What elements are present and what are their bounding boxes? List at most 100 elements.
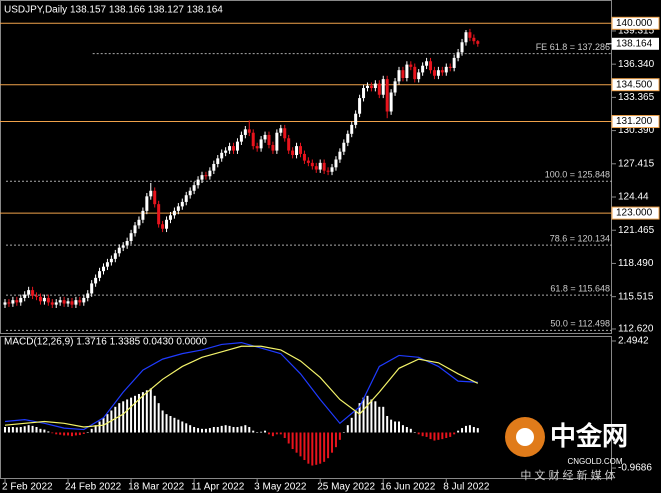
macd-bar <box>417 432 420 435</box>
macd-bar <box>382 406 385 433</box>
candle-body <box>121 245 125 248</box>
candle-body <box>271 144 275 151</box>
candle-body <box>145 196 149 211</box>
macd-bar <box>386 415 389 433</box>
candle-body <box>283 128 287 139</box>
macd-bar <box>472 426 475 433</box>
candle-body <box>196 179 200 186</box>
macd-bar <box>370 399 373 433</box>
candle-body <box>291 150 295 156</box>
brand: 中金网 <box>550 421 628 451</box>
candle-body <box>393 81 397 93</box>
candle-body <box>476 41 480 44</box>
macd-bar <box>244 425 247 433</box>
macd-bar <box>409 428 412 433</box>
candle-body <box>235 141 239 151</box>
macd-bar <box>15 427 18 433</box>
macd-bar <box>271 432 274 437</box>
macd-bar <box>4 426 6 433</box>
candle-body <box>224 150 228 153</box>
macd-bar <box>468 425 471 433</box>
macd-bar <box>319 432 322 464</box>
fibo-label: 50.0 = 112.498 <box>550 319 610 329</box>
candle-body <box>432 70 436 76</box>
macd-bar <box>264 430 267 433</box>
macd-bar <box>141 392 144 433</box>
candle-body <box>188 190 192 196</box>
candle-body <box>468 32 472 38</box>
candle-body <box>74 300 78 305</box>
slogan: 中 文 财 经 新 媒 体 <box>520 468 615 482</box>
macd-bar <box>169 415 172 433</box>
candle-body <box>62 300 66 304</box>
candle-body <box>338 151 342 160</box>
macd-bar <box>441 432 444 440</box>
candle-body <box>7 302 11 304</box>
candle-body <box>369 85 373 89</box>
macd-bar <box>90 428 93 433</box>
candle-body <box>318 162 322 170</box>
candle-body <box>38 296 42 302</box>
macd-bar <box>137 393 140 433</box>
macd-bar <box>267 432 270 435</box>
macd-bar <box>476 428 479 433</box>
candle-body <box>275 132 279 151</box>
macd-bar <box>413 432 416 434</box>
macd-bar <box>236 426 239 433</box>
level-box <box>611 78 660 92</box>
candle-body <box>212 163 216 171</box>
macd-line <box>4 341 478 431</box>
candle-body <box>263 134 267 140</box>
x-tick-label: 24 Feb 2022 <box>65 482 122 493</box>
candle-body <box>228 146 232 151</box>
candle-body <box>448 66 452 68</box>
candle-body <box>220 152 224 159</box>
macd-y-tick-label: 2.4942 <box>618 336 649 347</box>
macd-bar <box>398 421 400 433</box>
macd-bar <box>429 432 432 440</box>
macd-bar <box>94 425 97 433</box>
candle-body <box>86 293 90 298</box>
macd-bar <box>342 432 345 434</box>
y-tick-label: 115.515 <box>618 291 654 302</box>
macd-bar <box>173 417 176 433</box>
macd-bar <box>78 432 81 436</box>
candle-body <box>46 297 50 303</box>
candle-body <box>149 190 153 197</box>
candle-body <box>129 233 133 242</box>
current-price-box <box>612 37 659 50</box>
candle-body <box>109 258 113 263</box>
level-label: 123.000 <box>616 208 653 219</box>
macd-bar <box>157 403 160 433</box>
candle-body <box>302 153 306 161</box>
macd-bar <box>303 432 306 461</box>
candle-body <box>429 61 433 71</box>
candle-body <box>172 210 176 216</box>
candle-body <box>27 290 31 295</box>
macd-bar <box>126 399 129 433</box>
macd-bar <box>43 429 46 433</box>
macd-bar <box>457 430 460 433</box>
candle-body <box>31 290 35 296</box>
candle-body <box>334 159 338 168</box>
candle-body <box>259 139 263 149</box>
candle-body <box>157 204 161 225</box>
fibo-label: FE 61.8 = 137.286 <box>536 42 610 52</box>
macd-bar <box>358 403 361 433</box>
macd-bar <box>208 428 211 433</box>
candle-body <box>35 295 39 297</box>
candle-body <box>42 297 46 302</box>
level-label: 131.200 <box>616 116 653 127</box>
candle-body <box>385 79 389 112</box>
macd-bar <box>63 432 66 436</box>
candle-body <box>452 57 456 68</box>
fibo-label: 61.8 = 115.648 <box>550 284 610 294</box>
x-tick-label: 25 May 2022 <box>317 482 375 493</box>
macd-bar <box>275 432 278 435</box>
macd-bar <box>145 390 148 433</box>
candle-body <box>82 297 86 303</box>
macd-bar <box>425 432 428 437</box>
candle-body <box>279 128 283 133</box>
macd-frame <box>0 336 612 479</box>
candle-body <box>105 262 109 267</box>
